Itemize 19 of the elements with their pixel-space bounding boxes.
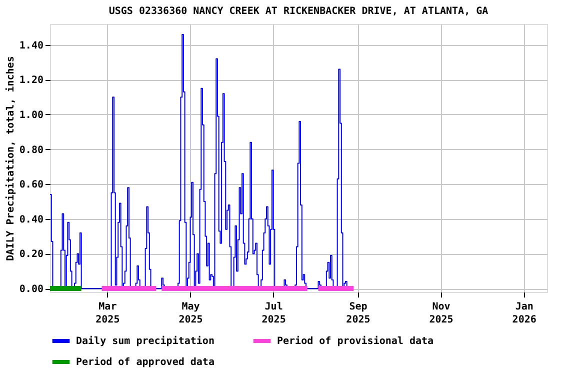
- y-tick-label: 0.80: [19, 144, 44, 156]
- y-axis-title: DAILY Precipitation, total, inches: [4, 56, 16, 261]
- x-tick-label: Nov 2025: [429, 302, 454, 326]
- x-tick-label: Sep 2025: [346, 302, 370, 326]
- y-tick-label: 0.60: [19, 180, 44, 191]
- y-tick-label: 1.40: [19, 40, 44, 52]
- legend-label: Period of approved data: [76, 356, 214, 368]
- x-tick-label: Jul 2025: [262, 302, 286, 326]
- y-tick-label: 0.40: [19, 214, 44, 226]
- y-tick-label: 0.00: [19, 284, 44, 296]
- y-tick-label: 1.00: [19, 110, 44, 121]
- x-tick-label: Jan 2026: [512, 302, 536, 326]
- legend-label: Daily sum precipitation: [76, 335, 214, 347]
- y-tick-label: 1.20: [19, 75, 44, 86]
- x-tick-label: May 2025: [178, 302, 203, 326]
- legend-label: Period of provisional data: [277, 335, 434, 347]
- chart-title: USGS 02336360 NANCY CREEK AT RICKENBACKER DRIVE, AT ATLANTA, GA: [108, 6, 488, 17]
- x-tick-label: Mar 2025: [96, 302, 120, 326]
- y-tick-label: 0.20: [19, 249, 44, 260]
